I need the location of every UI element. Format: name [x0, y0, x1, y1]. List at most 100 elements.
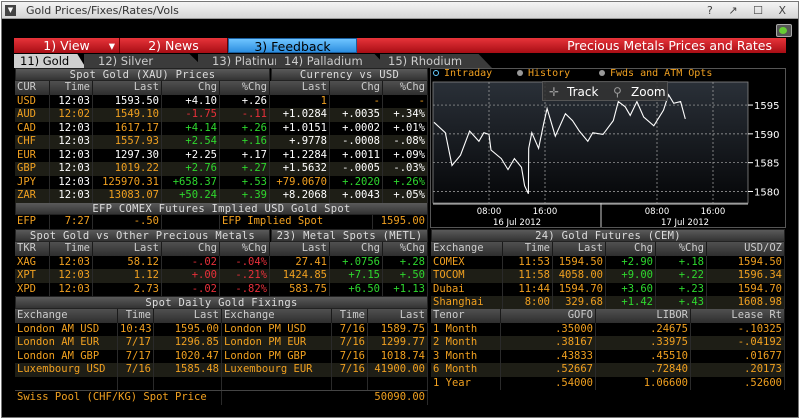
view-menu-button[interactable]: 1) View ▾	[14, 38, 120, 53]
column-header[interactable]: Time	[50, 81, 93, 95]
fixings-cell	[332, 376, 368, 390]
window-controls[interactable]: ? ↗ ☐ X	[707, 4, 792, 17]
column-header[interactable]: Lease Rt	[691, 309, 785, 323]
futures-cell: 8:00	[503, 296, 553, 310]
spot-gold-cell: +.53	[220, 175, 270, 189]
column-header[interactable]: Last	[270, 242, 330, 256]
rates-row[interactable]: 3 Month .43833.45510.01677	[431, 349, 785, 363]
spot-gold-row[interactable]: CHF 12:03 1557.93 +2.54 +.16 +.9778 -.0008 -.08…	[15, 135, 428, 149]
other-metals-row[interactable]: XPD 12:03 2.73 -.02 -.82% 583.75 +6.50 +1.13	[15, 282, 428, 296]
fixings-cell: 7/16	[332, 322, 368, 336]
other-metals-cell: 27.41	[270, 255, 330, 269]
spot-gold-cell: +.39	[220, 189, 270, 203]
rates-row[interactable]: 2 Month .38167.33975 -.04192	[431, 336, 785, 350]
column-header[interactable]: TKR	[15, 242, 50, 256]
column-header[interactable]: Exchange	[431, 242, 503, 256]
other-metals-row[interactable]: XAG 12:03 58.12 -.02 -.04% 27.41 +.0756 +.28	[15, 255, 428, 269]
fixings-row[interactable]: London AM GBP 7/17 1020.47 London PM GBP 7/1…	[15, 349, 428, 363]
fixings-cell: 7/16	[332, 336, 368, 350]
rates-row[interactable]: 1 Month .35000.24675 -.10325	[431, 322, 785, 336]
column-header[interactable]: CUR	[15, 81, 50, 95]
spot-gold-row[interactable]: ZAR 12:03 13083.07 +50.24 +.39 +8.2068 +.0043 +…	[15, 189, 428, 203]
column-header[interactable]: Chg	[162, 81, 220, 95]
column-header[interactable]: Last	[368, 309, 428, 323]
column-header[interactable]: USD/OZ	[707, 242, 785, 256]
column-header[interactable]: Time	[50, 242, 93, 256]
column-header[interactable]: Chg	[330, 242, 383, 256]
futures-link[interactable]: 24) Gold Futures (CEM)	[431, 229, 785, 242]
column-header[interactable]: Chg	[606, 242, 656, 256]
fixings-row[interactable]	[15, 376, 428, 390]
tab-palladium[interactable]: 14) Palladium	[276, 54, 388, 68]
column-header[interactable]: Time	[118, 309, 154, 323]
column-header[interactable]: Last	[93, 242, 162, 256]
column-header[interactable]: Tenor	[431, 309, 501, 323]
fixings-row[interactable]: London AM USD 10:43 1595.00 London PM USD 7/…	[15, 322, 428, 336]
crosshair-icon: ✛	[549, 85, 560, 99]
column-header[interactable]: Time	[503, 242, 553, 256]
spot-gold-row[interactable]: GBP 12:03 1019.22 +2.76 +.27 +1.5632 -.0005 -.0…	[15, 162, 428, 176]
rates-row[interactable]: 6 Month .52667.72840.20173	[431, 363, 785, 377]
tab-rhodium[interactable]: 15) Rhodium	[380, 54, 492, 68]
launchpad-icon[interactable]	[776, 24, 792, 37]
column-header[interactable]: Last	[553, 242, 606, 256]
spot-gold-row[interactable]: USD 12:03 1593.50 +4.10 +.26 1- -	[15, 94, 428, 108]
zoom-button[interactable]: Zoom	[631, 85, 666, 99]
column-header[interactable]: Exchange	[222, 309, 332, 323]
spot-gold-row[interactable]: CAD 12:03 1617.17 +4.14 +.26 +1.0151 +.0002 +.0…	[15, 121, 428, 135]
rates-cell: .01677	[691, 349, 785, 363]
column-header[interactable]: %Chg	[383, 81, 428, 95]
spot-gold-row[interactable]: JPY 12:03 125970.31 +658.37 +.53 +79.0670 +.20…	[15, 175, 428, 189]
column-header[interactable]: GOFO	[501, 309, 596, 323]
futures-cell: 329.68	[553, 296, 606, 310]
spot-gold-cell: 12:03	[50, 148, 93, 162]
radio-history[interactable]: History	[517, 68, 570, 80]
futures-row[interactable]: COMEX 11:53 1594.50 +2.90 +.18 1594.50	[431, 255, 785, 269]
fixings-cell: 1299.77	[368, 336, 428, 350]
window-menu-icon[interactable]: ▼	[5, 5, 16, 16]
column-header[interactable]: Chg	[162, 242, 220, 256]
spot-gold-row[interactable]: AUD 12:02 1549.10 -1.75 -.11 +1.0284 +.0035 +.3…	[15, 108, 428, 122]
column-header[interactable]: Exchange	[15, 309, 118, 323]
column-header[interactable]: %Chg	[383, 242, 428, 256]
other-metals-row[interactable]: XPT 12:03 1.12 +.00 -.21% 1424.85 +7.15 +.50	[15, 269, 428, 283]
news-button[interactable]: 2) News	[120, 38, 228, 53]
column-header[interactable]: Last	[270, 81, 330, 95]
fixings-row[interactable]: London AM EUR 7/17 1296.85 London PM EUR 7/1…	[15, 336, 428, 350]
x-tick-label: 08:00	[645, 207, 670, 217]
tab-silver[interactable]: 12) Silver	[84, 54, 204, 68]
spot-gold-cell: 1	[270, 94, 330, 108]
column-header[interactable]: %Chg	[220, 242, 270, 256]
page-title: Precious Metals Prices and Rates	[567, 38, 772, 53]
metal-spots-link[interactable]: 23) Metal Spots (METL)	[271, 229, 428, 242]
column-header[interactable]: Time	[332, 309, 368, 323]
spot-gold-row[interactable]: EUR 12:03 1297.30 +2.25 +.17 +1.2284 +.0011 +.0…	[15, 148, 428, 162]
futures-row[interactable]: Shanghai 8:00 329.68 +1.42 +.43 1608.98	[431, 296, 785, 310]
feedback-button[interactable]: 3) Feedback	[228, 38, 357, 54]
chart-tools: ✛ Track ⚲ Zoom	[542, 81, 668, 101]
spot-gold-cell: +1.0284	[270, 108, 330, 122]
column-header[interactable]: Last	[93, 81, 162, 95]
futures-cell: 1594.70	[553, 282, 606, 296]
fixings-cell: Luxembourg USD	[15, 363, 118, 377]
fixings-cell: 1296.85	[154, 336, 222, 350]
fixings-cell: 7/16	[332, 349, 368, 363]
column-header[interactable]: Chg	[330, 81, 383, 95]
futures-row[interactable]: TOCOM 11:58 4058.00 +9.00 +.22 1596.34	[431, 269, 785, 283]
column-header[interactable]: LIBOR	[596, 309, 691, 323]
futures-row[interactable]: Dubai 11:44 1594.70 +3.60 +.23 1594.70	[431, 282, 785, 296]
efp-implied-label: EFP Implied Spot	[220, 215, 373, 229]
track-button[interactable]: Track	[567, 85, 599, 99]
column-header[interactable]: Last	[154, 309, 222, 323]
radio-fwds-opts[interactable]: Fwds and ATM Opts	[599, 68, 712, 80]
column-header[interactable]: %Chg	[220, 81, 270, 95]
spot-gold-cell: 12:03	[50, 189, 93, 203]
rates-row[interactable]: 1 Year .54000 1.06600.52600	[431, 376, 785, 390]
radio-intraday[interactable]: Intraday	[433, 68, 492, 80]
fixings-row[interactable]: Luxembourg USD 7/16 1585.48 Luxembourg EUR 7…	[15, 363, 428, 377]
efp-row: EFP 7:27 -.50 EFP Implied Spot 1595.00	[15, 215, 428, 229]
rates-cell: .24675	[596, 322, 691, 336]
column-header[interactable]: %Chg	[656, 242, 707, 256]
tab-gold[interactable]: 11) Gold	[14, 54, 86, 68]
